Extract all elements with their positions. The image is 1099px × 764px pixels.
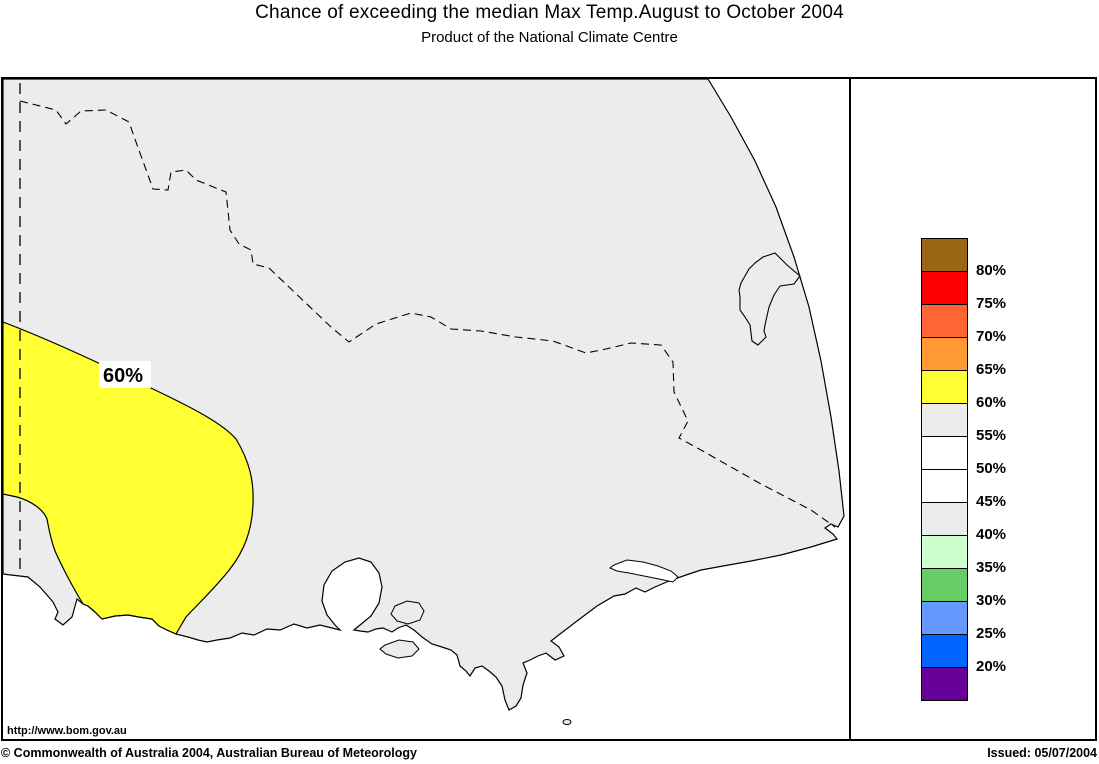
region-label: 60%	[103, 365, 143, 387]
legend-swatch	[922, 371, 967, 404]
legend-swatch	[922, 404, 967, 437]
map-canvas: 60% http://www.bom.gov.au	[3, 79, 849, 739]
legend-swatch	[922, 239, 967, 272]
legend-label: 40%	[976, 526, 1007, 543]
legend-swatch	[922, 338, 967, 371]
issued-date-text: Issued: 05/07/2004	[987, 746, 1097, 760]
legend-label: 70%	[976, 328, 1007, 345]
french-island	[390, 600, 425, 625]
legend-swatches	[921, 238, 968, 701]
legend-swatch	[922, 305, 967, 338]
legend-swatch	[922, 503, 967, 536]
page-subtitle: Product of the National Climate Centre	[421, 29, 678, 46]
legend-label: 50%	[976, 460, 1007, 477]
legend-panel: 80% 75% 70% 65% 60% 55% 50% 45% 40% 35% 30% 25% 20%	[849, 79, 1095, 739]
bom-url-text: http://www.bom.gov.au	[7, 725, 127, 737]
legend-swatch	[922, 272, 967, 305]
legend-swatch	[922, 470, 967, 503]
gippsland-lakes	[609, 559, 679, 583]
region-label-bg	[99, 361, 151, 388]
state-border-nsw-vic-line	[19, 100, 836, 528]
legend-swatch	[922, 668, 967, 700]
legend-swatch	[922, 437, 967, 470]
legend-label: 20%	[976, 658, 1007, 675]
legend-label: 75%	[976, 295, 1007, 312]
map-frame: 60% http://www.bom.gov.au 80% 75% 70% 65% 60…	[1, 77, 1097, 741]
legend-label: 30%	[976, 592, 1007, 609]
legend-label: 55%	[976, 427, 1007, 444]
victoria-map-svg: 60%	[3, 79, 845, 725]
copyright-text: © Commonwealth of Australia 2004, Austra…	[1, 746, 417, 760]
legend-swatch	[922, 635, 967, 668]
offshore-island	[562, 719, 572, 725]
legend-label: 35%	[976, 559, 1007, 576]
region-60-percent	[3, 321, 254, 635]
legend-swatch	[922, 602, 967, 635]
legend-swatch	[922, 569, 967, 602]
legend-label: 80%	[976, 262, 1007, 279]
page-title: Chance of exceeding the median Max Temp.…	[255, 2, 844, 23]
legend-label: 60%	[976, 394, 1007, 411]
legend-label: 25%	[976, 625, 1007, 642]
phillip-island	[379, 639, 420, 659]
legend-label: 65%	[976, 361, 1007, 378]
legend-swatch	[922, 536, 967, 569]
act-boundary	[738, 252, 801, 346]
legend-label: 45%	[976, 493, 1007, 510]
